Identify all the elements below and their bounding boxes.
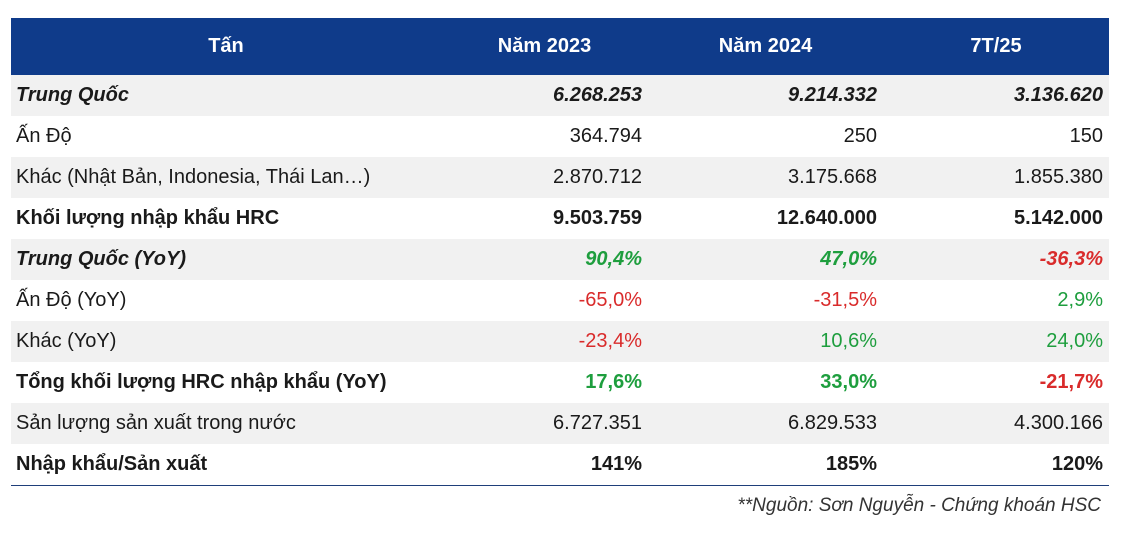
header-row: Tấn Năm 2023 Năm 2024 7T/25 bbox=[11, 18, 1109, 75]
cell-value: 9.214.332 bbox=[648, 75, 883, 116]
cell-value: 90,4% bbox=[441, 239, 648, 280]
cell-value: 3.175.668 bbox=[648, 157, 883, 198]
table-row: Khác (YoY) -23,4% 10,6% 24,0% bbox=[11, 321, 1109, 362]
cell-value: 12.640.000 bbox=[776, 207, 877, 229]
cell-value: 3.136.620 bbox=[883, 75, 1109, 116]
cell-value: 141% bbox=[441, 444, 648, 486]
row-label: Nhập khẩu/Sản xuất bbox=[11, 444, 441, 486]
row-label: Khác (YoY) bbox=[11, 321, 441, 362]
cell-value: 33,0% bbox=[820, 371, 877, 393]
table-row: Trung Quốc (YoY) 90,4% 47,0% -36,3% bbox=[11, 239, 1109, 280]
cell-value: -36,3% bbox=[883, 239, 1109, 280]
cell-value: 9.503.759 bbox=[553, 207, 642, 229]
hrc-import-table: Tấn Năm 2023 Năm 2024 7T/25 Trung Quốc 6… bbox=[11, 18, 1109, 486]
cell-value: 120% bbox=[883, 444, 1109, 486]
cell-value: 364.794 bbox=[569, 125, 642, 147]
cell-value: -65,0% bbox=[578, 289, 642, 311]
cell-value: 4.300.166 bbox=[883, 403, 1109, 444]
cell-value: 10,6% bbox=[648, 321, 883, 362]
row-label: Ấn Độ bbox=[16, 125, 72, 147]
cell-value: 5.142.000 bbox=[1014, 207, 1103, 229]
row-label: Khối lượng nhập khẩu HRC bbox=[16, 207, 280, 229]
cell-value: 6.727.351 bbox=[441, 403, 648, 444]
row-label: Sản lượng sản xuất trong nước bbox=[11, 403, 441, 444]
cell-value: 2,9% bbox=[1057, 289, 1103, 311]
cell-value: 250 bbox=[843, 125, 877, 147]
source-note: **Nguồn: Sơn Nguyễn - Chứng khoán HSC bbox=[737, 495, 1101, 516]
row-label: Khác (Nhật Bản, Indonesia, Thái Lan…) bbox=[11, 157, 441, 198]
row-label: Tổng khối lượng HRC nhập khẩu (YoY) bbox=[16, 371, 387, 393]
cell-value: 6.268.253 bbox=[441, 75, 648, 116]
table-row: Khác (Nhật Bản, Indonesia, Thái Lan…) 2.… bbox=[11, 157, 1109, 198]
table-row: Khối lượng nhập khẩu HRC 9.503.759 12.64… bbox=[11, 198, 1109, 239]
header-unit: Tấn bbox=[11, 18, 441, 75]
cell-value: 185% bbox=[648, 444, 883, 486]
header-2023: Năm 2023 bbox=[441, 18, 648, 75]
data-table: Tấn Năm 2023 Năm 2024 7T/25 Trung Quốc 6… bbox=[11, 18, 1109, 486]
table-row: Trung Quốc 6.268.253 9.214.332 3.136.620 bbox=[11, 75, 1109, 116]
cell-value: 150 bbox=[1069, 125, 1103, 147]
cell-value: 2.870.712 bbox=[441, 157, 648, 198]
row-label: Trung Quốc bbox=[11, 75, 441, 116]
cell-value: 47,0% bbox=[648, 239, 883, 280]
cell-value: -21,7% bbox=[1039, 371, 1103, 393]
cell-value: 1.855.380 bbox=[883, 157, 1109, 198]
table-row: Sản lượng sản xuất trong nước 6.727.351 … bbox=[11, 403, 1109, 444]
header-7t25: 7T/25 bbox=[883, 18, 1109, 75]
row-label: Ấn Độ (YoY) bbox=[16, 289, 127, 311]
table-row: Ấn Độ 364.794 250 150 bbox=[11, 116, 1109, 157]
cell-value: -23,4% bbox=[441, 321, 648, 362]
cell-value: 24,0% bbox=[883, 321, 1109, 362]
cell-value: 17,6% bbox=[585, 371, 642, 393]
cell-value: -31,5% bbox=[813, 289, 877, 311]
table-row: Nhập khẩu/Sản xuất 141% 185% 120% bbox=[11, 444, 1109, 486]
table-row: Ấn Độ (YoY) -65,0% -31,5% 2,9% bbox=[11, 280, 1109, 321]
row-label: Trung Quốc (YoY) bbox=[11, 239, 441, 280]
header-2024: Năm 2024 bbox=[648, 18, 883, 75]
table-row: Tổng khối lượng HRC nhập khẩu (YoY) 17,6… bbox=[11, 362, 1109, 403]
cell-value: 6.829.533 bbox=[648, 403, 883, 444]
